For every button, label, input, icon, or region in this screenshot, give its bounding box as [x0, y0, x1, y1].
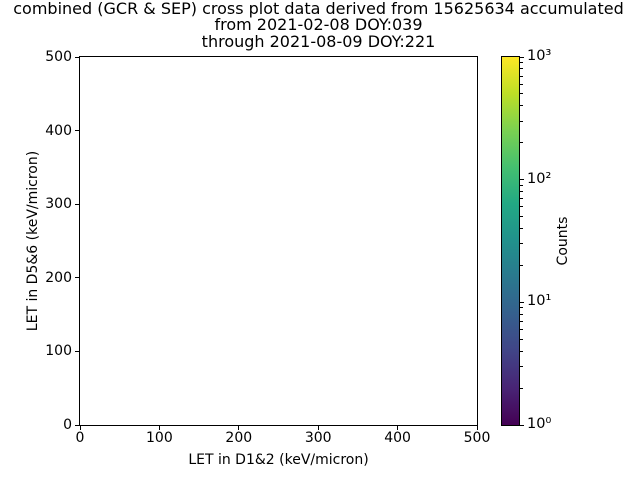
- x-tick-mark: [397, 426, 399, 430]
- colorbar-minor-tick: [520, 142, 523, 144]
- y-tick-label: 500: [45, 49, 72, 65]
- colorbar-major-tick: [520, 424, 524, 426]
- colorbar-major-tick: [520, 56, 524, 58]
- y-tick-mark: [75, 203, 79, 205]
- colorbar-label: Counts: [555, 216, 571, 266]
- y-tick-label: 300: [45, 196, 72, 213]
- colorbar-major-tick: [520, 179, 524, 181]
- y-tick-mark: [75, 350, 79, 352]
- colorbar-minor-tick: [520, 120, 523, 122]
- colorbar-minor-tick: [520, 83, 523, 85]
- x-tick-mark: [317, 426, 319, 430]
- x-tick-label: 500: [463, 430, 491, 446]
- figure-title-line-2: from 2021-02-08 DOY:039: [214, 15, 423, 35]
- colorbar-gradient: [502, 57, 519, 425]
- colorbar-minor-tick: [520, 105, 523, 107]
- y-tick-mark: [75, 130, 79, 132]
- colorbar-major-tick: [520, 301, 524, 303]
- x-axis-label: LET in D1&2 (keV/micron): [188, 452, 369, 468]
- x-tick-label: 400: [384, 430, 411, 446]
- colorbar-minor-tick: [520, 62, 523, 64]
- colorbar-minor-tick: [520, 307, 523, 309]
- colorbar-minor-tick: [520, 387, 523, 389]
- plot-axes-frame: [79, 56, 478, 426]
- y-tick-label: 400: [45, 122, 72, 139]
- colorbar-tick-label: 10³: [527, 48, 552, 64]
- x-tick-label: 100: [146, 430, 173, 446]
- y-tick-mark: [75, 56, 79, 58]
- colorbar-tick-label: 10⁰: [527, 416, 552, 432]
- colorbar-minor-tick: [520, 264, 523, 266]
- colorbar-minor-tick: [520, 350, 523, 352]
- x-tick-mark: [238, 426, 240, 430]
- colorbar-minor-tick: [520, 75, 523, 77]
- colorbar-minor-tick: [520, 313, 523, 315]
- x-tick-mark: [476, 426, 478, 430]
- y-tick-label: 200: [45, 269, 72, 286]
- y-tick-mark: [75, 277, 79, 279]
- colorbar-tick-label: 10²: [527, 170, 552, 187]
- figure-title: combined (GCR & SEP) cross plot data der…: [0, 0, 637, 51]
- x-tick-mark: [79, 426, 81, 430]
- colorbar-minor-tick: [520, 93, 523, 95]
- x-tick-mark: [158, 426, 160, 430]
- colorbar-tick-label: 10¹: [527, 293, 552, 310]
- y-tick-label: 0: [63, 417, 72, 433]
- colorbar-minor-tick: [520, 206, 523, 208]
- y-tick-mark: [75, 424, 79, 426]
- colorbar-minor-tick: [520, 338, 523, 340]
- colorbar-minor-tick: [520, 243, 523, 245]
- colorbar-minor-tick: [520, 198, 523, 200]
- figure-title-line-3: through 2021-08-09 DOY:221: [201, 31, 436, 51]
- colorbar-minor-tick: [520, 216, 523, 218]
- x-tick-label: 200: [225, 430, 253, 446]
- y-axis-label: LET in D5&6 (keV/micron): [25, 150, 41, 332]
- colorbar-minor-tick: [520, 191, 523, 193]
- x-tick-label: 0: [75, 430, 85, 446]
- colorbar-minor-tick: [520, 227, 523, 229]
- colorbar-minor-tick: [520, 365, 523, 367]
- figure-title-line-1: combined (GCR & SEP) cross plot data der…: [13, 0, 624, 18]
- colorbar-minor-tick: [520, 329, 523, 331]
- colorbar: [501, 56, 520, 426]
- x-tick-label: 300: [304, 430, 332, 446]
- colorbar-minor-tick: [520, 320, 523, 322]
- y-tick-label: 100: [45, 343, 72, 360]
- colorbar-minor-tick: [520, 184, 523, 186]
- colorbar-minor-tick: [520, 68, 523, 70]
